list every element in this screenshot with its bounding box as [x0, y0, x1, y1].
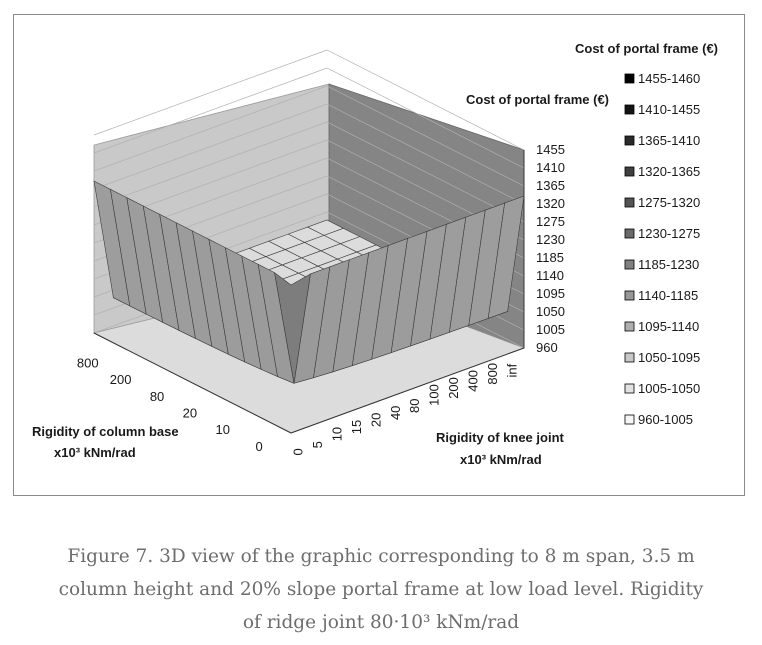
z-tick-label: 960 [536, 340, 558, 355]
legend-label: 1410-1455 [638, 102, 700, 117]
x-axis-title-line2: x10³ kNm/rad [460, 452, 542, 467]
legend-swatch [624, 166, 635, 177]
x-tick-label: 0 [291, 448, 306, 455]
z-tick-labels: 1455 1410 1365 1320 1275 1230 1185 1140 1095 1050… [536, 142, 565, 355]
x-tick-label: 10 [330, 427, 345, 441]
y-tick-label: 800 [77, 356, 99, 371]
x-tick-label: 100 [427, 384, 442, 406]
x-axis-title-line1: Rigidity of knee joint [436, 430, 565, 445]
legend-swatch [624, 228, 635, 239]
z-tick-label: 1365 [536, 178, 565, 193]
legend-swatch [624, 414, 635, 425]
legend-swatch [624, 290, 635, 301]
x-tick-label: 800 [485, 363, 500, 385]
z-tick-label: 1320 [536, 196, 565, 211]
legend-swatch [624, 135, 635, 146]
y-axis-title-line1: Rigidity of column base [32, 424, 179, 439]
legend-swatch [624, 383, 635, 394]
legend: 1455-1460 1410-1455 1365-1410 1320-1365 1275… [624, 71, 700, 427]
x-tick-label: 15 [349, 420, 364, 434]
axes-lines [93, 150, 525, 434]
wall-gridline [93, 139, 525, 241]
y-tick-labels: 0 10 20 80 200 800 [77, 356, 263, 454]
chart-frame: 1455 1410 1365 1320 1275 1230 1185 1140 1095 1050… [13, 14, 745, 496]
z-tick-label: 1230 [536, 232, 565, 247]
legend-label: 1050-1095 [638, 350, 700, 365]
wall-gridline [93, 121, 525, 223]
legend-swatch [624, 104, 635, 115]
wall-gridline [93, 85, 525, 187]
legend-swatch [624, 321, 635, 332]
y-tick-label: 20 [183, 406, 197, 421]
caption-line-2: column height and 20% slope portal frame… [58, 579, 704, 600]
x-tick-label: 400 [465, 370, 480, 392]
y-tick-label: 200 [110, 372, 132, 387]
wall-gridline [93, 103, 525, 205]
legend-label: 1005-1050 [638, 381, 700, 396]
legend-label: 1365-1410 [638, 133, 700, 148]
z-tick-label: 1185 [536, 250, 564, 265]
z-tick-label: 1095 [536, 286, 565, 301]
z-tick-label: 1410 [536, 160, 565, 175]
legend-swatch [624, 73, 635, 84]
y-tick-label: 0 [256, 439, 263, 454]
y-tick-label: 10 [215, 422, 229, 437]
y-axis-line [93, 332, 292, 434]
caption-line-3: of ridge joint 80·10³ kNm/rad [242, 612, 520, 633]
y-axis-title-line2: x10³ kNm/rad [54, 445, 136, 460]
z-tick-label: 1140 [536, 268, 564, 283]
caption-line-1: Figure 7. 3D view of the graphic corresp… [67, 546, 695, 567]
legend-label: 1095-1140 [638, 319, 699, 334]
legend-swatch [624, 259, 635, 270]
x-tick-labels: 05 10 15 20 40 80 100 200 400 800 inf [291, 363, 520, 456]
legend-title: Cost of portal frame (€) [575, 41, 718, 56]
x-tick-label: 5 [310, 441, 325, 448]
x-tick-label: inf [504, 363, 519, 377]
figure-caption: Figure 7. 3D view of the graphic corresp… [0, 540, 762, 639]
surface-chart: 1455141013651320127512301185114010951050… [32, 41, 718, 467]
z-tick-label: 1455 [536, 142, 565, 157]
x-tick-label: 20 [368, 413, 383, 427]
surface-mesh [93, 180, 525, 384]
z-tick-label: 1050 [536, 304, 565, 319]
y-tick-label: 80 [150, 389, 164, 404]
legend-label: 1320-1365 [638, 164, 700, 179]
legend-label: 1275-1320 [638, 195, 700, 210]
legend-label: 1185-1230 [638, 257, 699, 272]
legend-swatch [624, 197, 635, 208]
legend-label: 1230-1275 [638, 226, 700, 241]
x-tick-label: 200 [446, 377, 461, 399]
legend-label: 1455-1460 [638, 71, 700, 86]
legend-swatch [624, 352, 635, 363]
z-tick-label: 1005 [536, 322, 565, 337]
legend-label: 960-1005 [638, 412, 693, 427]
z-axis-title: Cost of portal frame (€) [466, 92, 609, 107]
x-tick-label: 80 [407, 398, 422, 412]
x-tick-label: 40 [388, 406, 403, 420]
wall-gridline [93, 67, 525, 169]
wall-gridline [93, 49, 525, 151]
surface-cell [274, 271, 311, 384]
legend-label: 1140-1185 [638, 288, 698, 303]
z-tick-label: 1275 [536, 214, 565, 229]
x-axis-line [290, 347, 525, 434]
